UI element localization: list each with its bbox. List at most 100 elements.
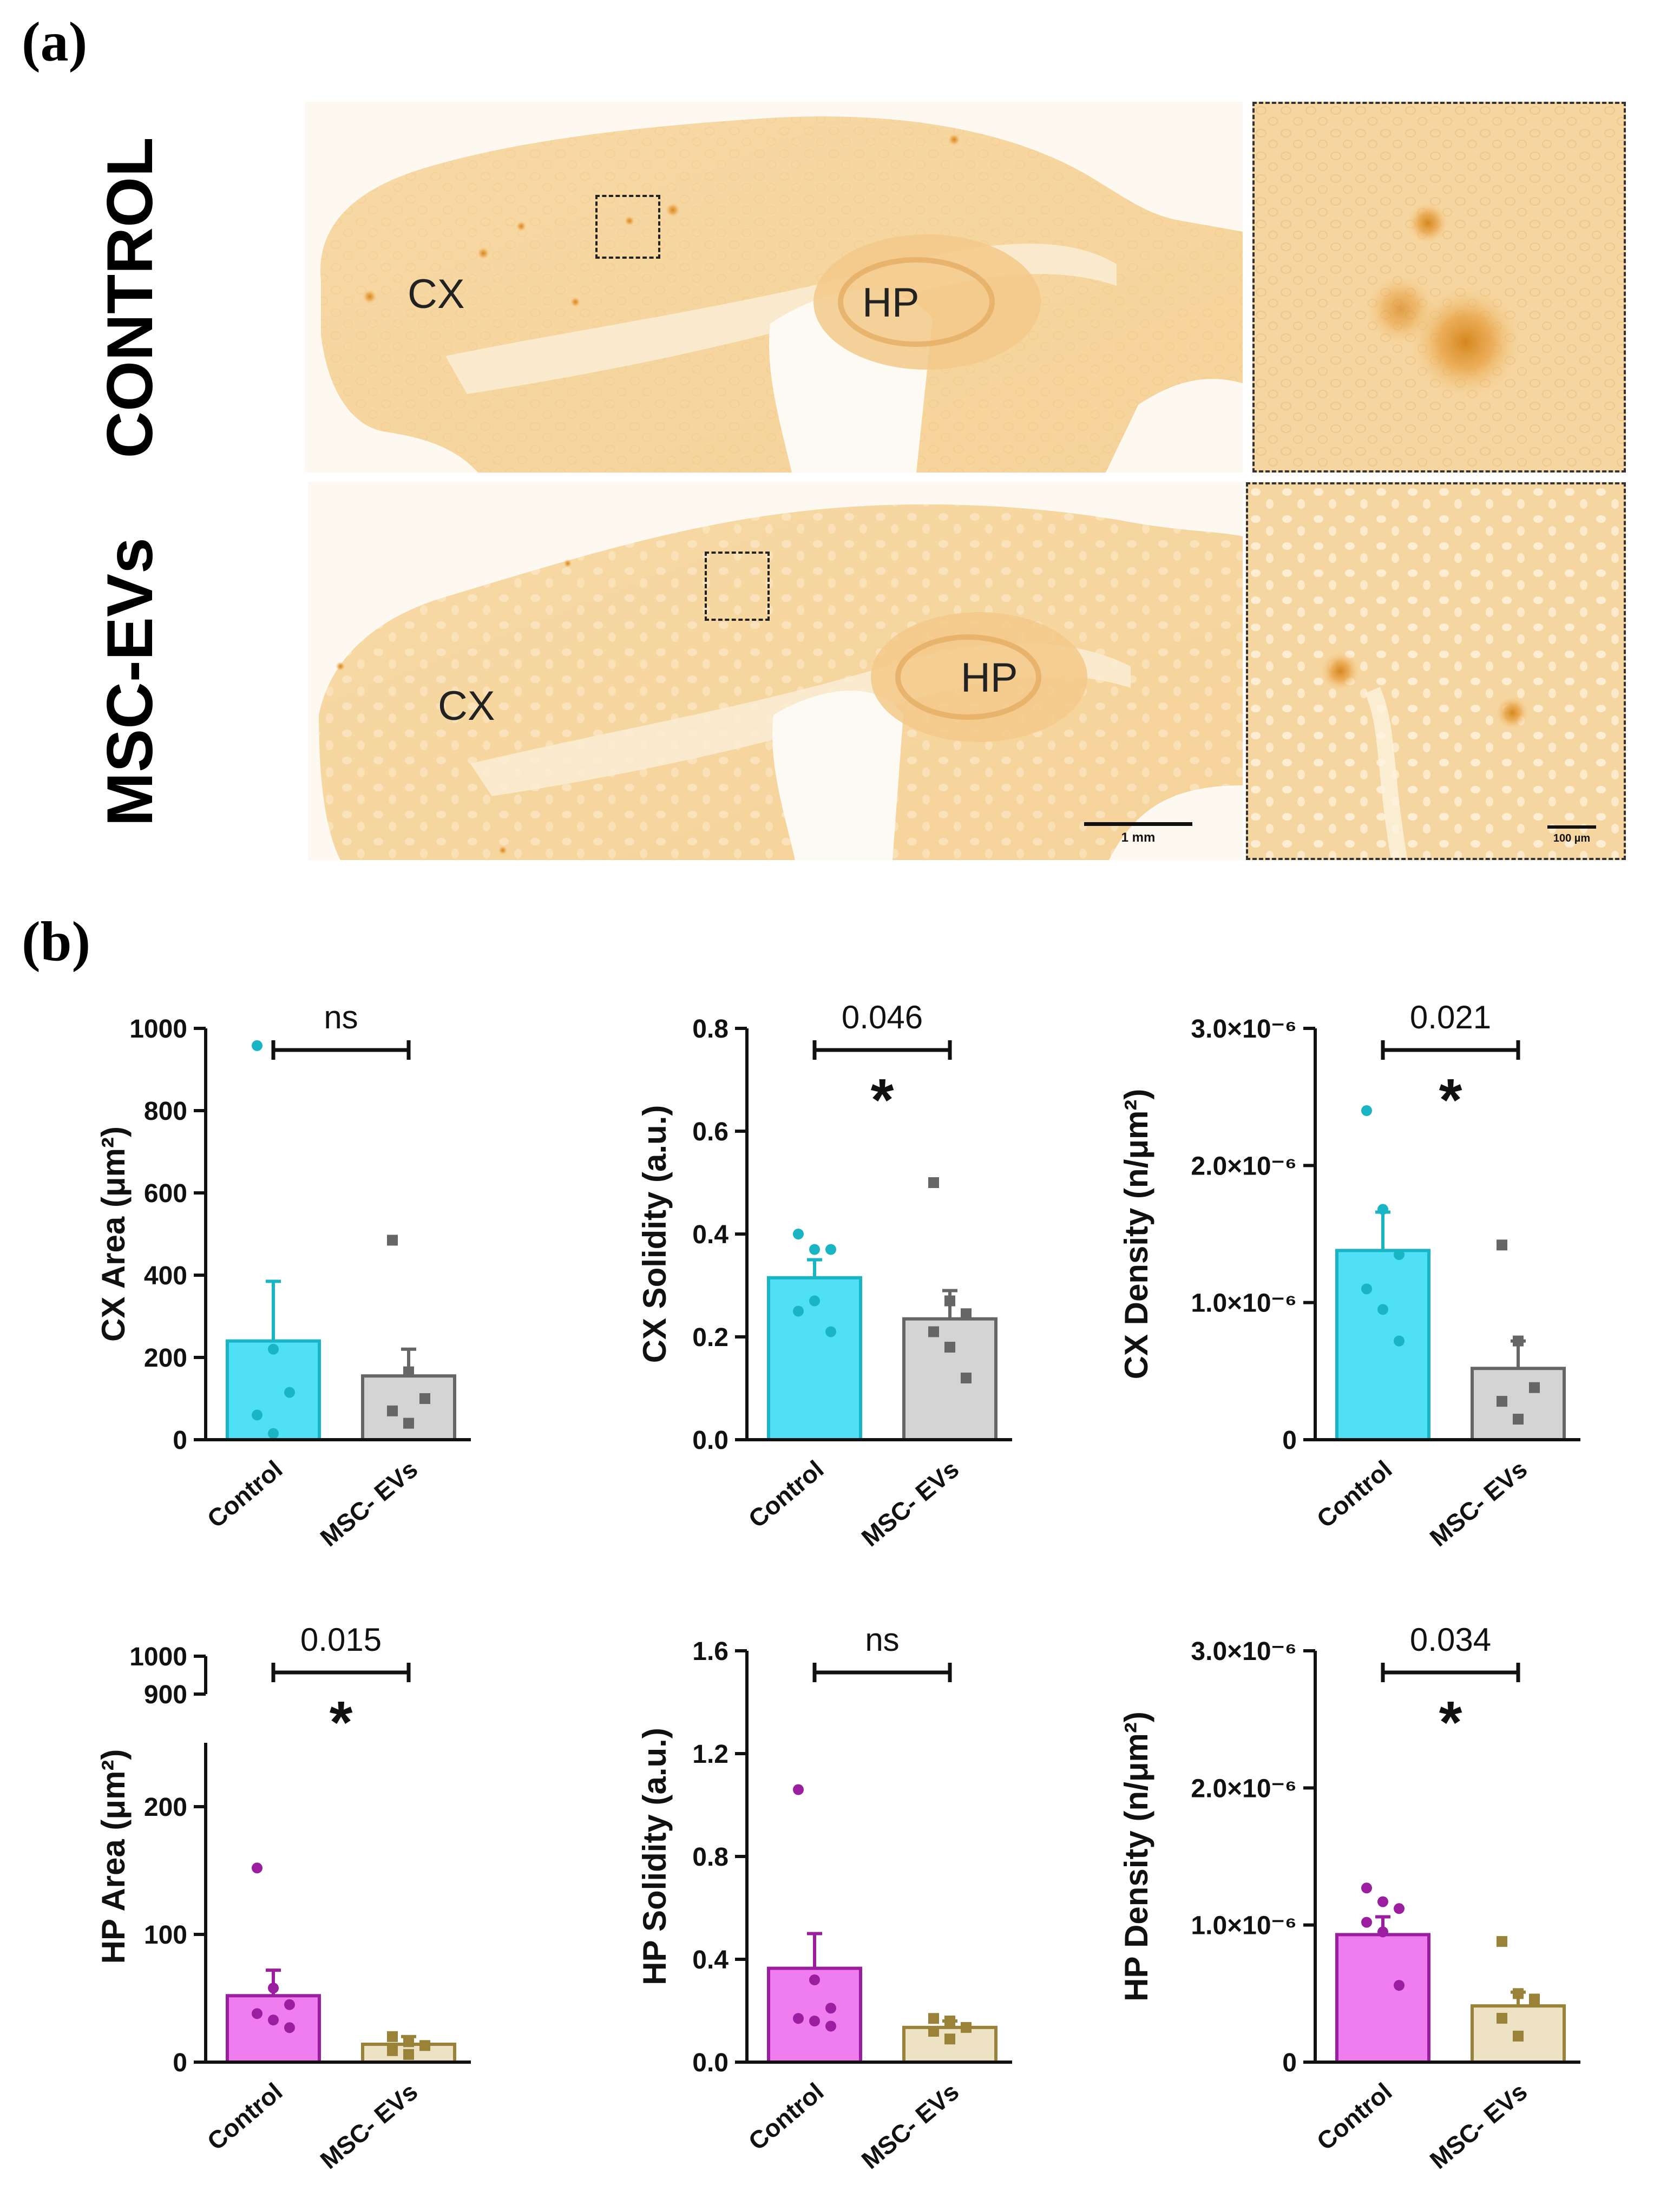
data-point (387, 2031, 398, 2042)
category-label: MSC- EVs (315, 1455, 423, 1552)
data-point (252, 1040, 262, 1051)
control-inset (1252, 102, 1626, 473)
category-label: MSC- EVs (856, 2077, 964, 2174)
data-point (928, 2026, 939, 2037)
y-tick-label: 400 (144, 1262, 187, 1290)
data-point (944, 1295, 955, 1307)
y-tick-label: 1000 (129, 1643, 187, 1671)
data-point (268, 1428, 279, 1439)
significance-star: * (871, 1067, 894, 1133)
scale-bar-1mm-label: 1 mm (1121, 830, 1156, 845)
data-point (387, 1235, 398, 1246)
category-label: Control (1311, 2077, 1397, 2156)
y-axis-title: HP Density (n/μm²) (1118, 1711, 1154, 2002)
panel-a-label: (a) (22, 11, 88, 73)
data-point (793, 1229, 804, 1239)
data-point (1529, 1382, 1540, 1393)
y-tick-label: 0.2 (692, 1323, 729, 1352)
data-point (1497, 2012, 1507, 2024)
data-point (268, 1343, 279, 1355)
data-point (1377, 1204, 1388, 1215)
data-point (1394, 1249, 1405, 1260)
y-tick-label: 800 (144, 1097, 187, 1126)
data-point (1497, 1936, 1507, 1947)
category-label: MSC- EVs (856, 1455, 964, 1552)
bar-msc-evs (361, 1374, 456, 1442)
comparison-label: ns (324, 999, 358, 1035)
data-point (1513, 1414, 1524, 1425)
data-point (809, 1974, 820, 1985)
y-axis-title: CX Density (n/μm²) (1118, 1089, 1154, 1380)
data-point (793, 1305, 804, 1317)
data-point (793, 2013, 804, 2024)
data-point (944, 1342, 955, 1353)
data-point (419, 1393, 430, 1404)
data-point (825, 2003, 836, 2014)
data-point (1377, 1304, 1388, 1315)
y-tick-label: 0.0 (692, 1426, 729, 1455)
comparison-label: 0.046 (842, 999, 923, 1035)
row-label-control: CONTROL (94, 137, 166, 458)
category-label: Control (202, 2077, 288, 2156)
data-point (961, 1373, 972, 1383)
comparison-label: 0.015 (300, 1622, 382, 1658)
y-tick-label: 2.0×10⁻⁶ (1191, 1152, 1297, 1180)
y-tick-label: 600 (144, 1179, 187, 1208)
data-point (809, 1295, 820, 1307)
data-point (825, 2020, 836, 2032)
data-point (284, 1999, 295, 2010)
data-point (961, 2022, 972, 2033)
category-label: Control (743, 1455, 829, 1533)
y-tick-label: 3.0×10⁻⁶ (1191, 1637, 1297, 1666)
category-label: Control (743, 2077, 829, 2156)
control-hp-label: HP (862, 280, 920, 326)
y-axis-title: HP Area (μm²) (95, 1749, 132, 1964)
control-roi-box (595, 195, 660, 259)
data-point (1394, 1980, 1405, 1991)
scale-bar-1mm (1084, 822, 1192, 826)
control-cx-label: CX (408, 271, 465, 317)
cx-area-chart: 0 200 400 600 800 1000 CX Area (μm²) Control MSC… (95, 999, 471, 1552)
data-point (252, 2008, 262, 2019)
data-point (793, 1784, 804, 1795)
scale-bar-100um (1547, 825, 1596, 829)
y-tick-label: 200 (144, 1793, 187, 1822)
y-tick-label: 1.0×10⁻⁶ (1191, 1289, 1297, 1318)
data-point (268, 2015, 279, 2026)
y-tick-label: 0 (1282, 2049, 1297, 2077)
row-label-msc-evs: MSC-EVs (94, 537, 166, 826)
y-tick-label: 0.0 (692, 2049, 729, 2077)
category-label: Control (202, 1455, 288, 1533)
data-point (1497, 1396, 1507, 1407)
bar-control (226, 1994, 321, 2064)
hp-area-chart: 0 100 200 900 1000 HP Area (μm²) Control MSC- E… (95, 1622, 471, 2174)
comparison-label: 0.034 (1410, 1622, 1491, 1658)
data-point (403, 2036, 414, 2048)
data-point (403, 1418, 414, 1429)
y-tick-label: 1.6 (692, 1637, 729, 1666)
data-point (928, 1177, 939, 1188)
data-point (1377, 1926, 1388, 1938)
comparison-label: ns (865, 1622, 899, 1658)
data-point (252, 1862, 262, 1874)
cx-solidity-chart: 0.0 0.2 0.4 0.6 0.8 CX Solidity (a.u.) Control… (636, 999, 1012, 1552)
y-tick-label: 0.8 (692, 1015, 729, 1044)
data-point (1361, 1882, 1372, 1894)
bar-control (226, 1339, 321, 1441)
data-point (419, 2040, 430, 2051)
y-tick-label: 0.4 (692, 1221, 729, 1249)
data-point (1394, 1335, 1405, 1347)
y-tick-label: 0.8 (692, 1843, 729, 1872)
data-point (809, 1244, 820, 1255)
panel-b-label: (b) (22, 910, 91, 973)
data-point (809, 2016, 820, 2026)
msc-evs-roi-box (705, 552, 770, 621)
data-point (1513, 1988, 1524, 1999)
data-point (944, 2016, 955, 2026)
data-point (284, 2022, 295, 2033)
bar-msc-evs (1471, 1367, 1566, 1441)
y-tick-label: 0.6 (692, 1118, 729, 1146)
data-point (825, 1244, 836, 1255)
cx-density-chart: 0 1.0×10⁻⁶ 2.0×10⁻⁶ 3.0×10⁻⁶ CX Density (n/μ… (1118, 999, 1580, 1552)
data-point (1361, 1105, 1372, 1116)
